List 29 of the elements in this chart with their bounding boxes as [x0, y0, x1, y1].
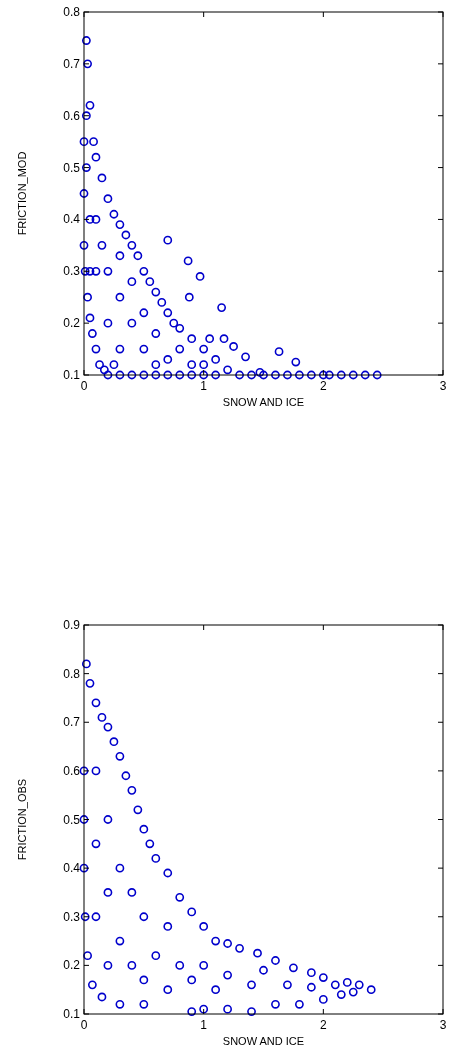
x-axis-title: SNOW AND ICE	[222, 1035, 305, 1046]
x-tick-label: 3	[439, 1018, 447, 1032]
y-tick-label: 0.3	[63, 264, 81, 279]
y-tick-label: 0.2	[63, 316, 81, 331]
x-tick-label: 3	[439, 379, 447, 393]
y-tick-label: 0.8	[63, 666, 81, 681]
x-tick-label: 0	[80, 1018, 88, 1032]
y-tick-label: 0.7	[63, 715, 81, 730]
y-tick-label: 0.5	[63, 812, 81, 827]
y-tick-label: 0.6	[63, 763, 81, 778]
y-tick-label: 0.1	[63, 1007, 81, 1021]
x-tick-label: 2	[319, 379, 327, 393]
y-tick-label: 0.7	[63, 56, 81, 71]
x-tick-label: 0	[80, 379, 88, 393]
y-tick-label: 0.8	[63, 5, 81, 19]
x-tick-label: 1	[200, 1018, 208, 1032]
x-tick-label: 1	[200, 379, 208, 393]
y-tick-label: 0.6	[63, 108, 81, 123]
y-tick-label: 0.3	[63, 909, 81, 924]
x-tick-label: 2	[319, 1018, 327, 1032]
y-tick-label: 0.4	[63, 212, 81, 227]
y-axis-title: FRICTION_MOD	[16, 151, 28, 236]
y-axis-title: FRICTION_OBS	[16, 778, 28, 861]
y-tick-label: 0.9	[63, 618, 81, 632]
y-tick-label: 0.2	[63, 958, 81, 973]
y-tick-label: 0.5	[63, 160, 81, 175]
x-axis-title: SNOW AND ICE	[222, 396, 305, 408]
y-tick-label: 0.1	[63, 368, 81, 382]
y-tick-label: 0.4	[63, 861, 81, 876]
